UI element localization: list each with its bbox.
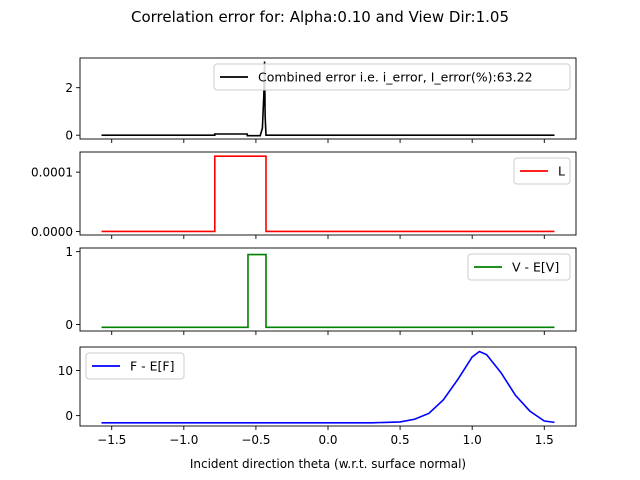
legend: Combined error i.e. i_error, I_error(%):…: [213, 63, 571, 91]
x-tick-label: 0.0: [318, 433, 337, 447]
subplot-2: 0.0000 0.0001 L: [31, 151, 577, 239]
y-tick-label: 0: [65, 409, 73, 423]
subplot-panels: 0 2 Combined error i.e. i_error, I_error(%…: [31, 57, 577, 447]
subplot-1: 0 2 Combined error i.e. i_error, I_error(%…: [65, 57, 577, 143]
subplot-4: 0 10 −1.5 −1.0 −0.5 0.0 0.5 1.0 1.5 F - E[F]: [58, 346, 577, 447]
series-line-1: [101, 155, 555, 233]
x-tick-label: 1.5: [535, 433, 554, 447]
series-line-1: [101, 253, 555, 329]
y-tick-label: 1: [65, 245, 73, 259]
y-tick-label: 0.0001: [31, 166, 73, 180]
x-tick-label: −0.5: [241, 433, 270, 447]
legend: V - E[V]: [467, 253, 571, 281]
legend-box: [213, 63, 571, 91]
x-tick-label: −1.5: [97, 433, 126, 447]
axes-frame: [79, 151, 577, 236]
legend-label: F - E[F]: [130, 359, 175, 374]
x-tick-label: 0.5: [391, 433, 410, 447]
y-tick-label: 2: [65, 81, 73, 95]
legend-label: L: [558, 164, 565, 179]
y-tick-label: 0: [65, 129, 73, 143]
figure-title: Correlation error for: Alpha:0.10 and Vi…: [131, 8, 509, 26]
x-tick-label: −1.0: [169, 433, 198, 447]
legend: L: [513, 157, 571, 185]
x-axis-label: Incident direction theta (w.r.t. surface…: [190, 457, 466, 471]
series-line-1: [101, 61, 555, 137]
x-tick-label: 1.0: [463, 433, 482, 447]
series-line-1: [101, 350, 555, 424]
y-tick-label: 10: [58, 364, 73, 378]
subplot-3: 0 1 V - E[V]: [65, 245, 577, 335]
legend-box: [85, 352, 185, 380]
y-tick-label: 0.0000: [31, 225, 73, 239]
legend-label: V - E[V]: [512, 260, 559, 275]
legend: F - E[F]: [85, 352, 185, 380]
legend-label: Combined error i.e. i_error, I_error(%):…: [258, 70, 533, 85]
y-tick-label: 0: [65, 318, 73, 332]
legend-box: [467, 253, 571, 281]
